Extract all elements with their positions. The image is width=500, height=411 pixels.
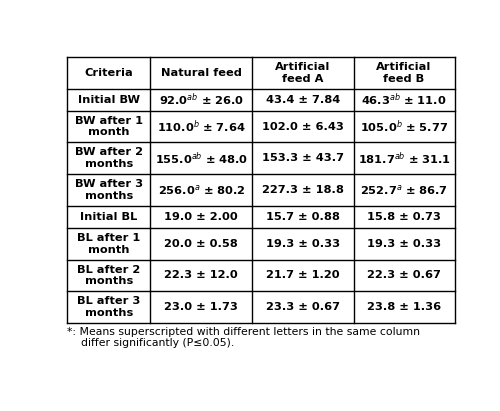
Text: 252.7$^{a}$ ± 86.7: 252.7$^{a}$ ± 86.7 (360, 183, 448, 197)
Text: 23.0 ± 1.73: 23.0 ± 1.73 (164, 302, 238, 312)
Text: Artificial
feed A: Artificial feed A (275, 62, 330, 84)
Text: BL after 2
months: BL after 2 months (77, 265, 140, 286)
Text: 23.8 ± 1.36: 23.8 ± 1.36 (367, 302, 441, 312)
Text: 46.3$^{ab}$ ± 11.0: 46.3$^{ab}$ ± 11.0 (362, 91, 446, 108)
Text: 102.0 ± 6.43: 102.0 ± 6.43 (262, 122, 344, 132)
Text: 110.0$^{b}$ ± 7.64: 110.0$^{b}$ ± 7.64 (157, 118, 246, 135)
Text: 43.4 ± 7.84: 43.4 ± 7.84 (266, 95, 340, 105)
Text: Natural feed: Natural feed (161, 68, 242, 78)
Text: 15.7 ± 0.88: 15.7 ± 0.88 (266, 212, 340, 222)
Text: 92.0$^{ab}$ ± 26.0: 92.0$^{ab}$ ± 26.0 (158, 91, 244, 108)
Text: 153.3 ± 43.7: 153.3 ± 43.7 (262, 153, 344, 163)
Text: 256.0$^{a}$ ± 80.2: 256.0$^{a}$ ± 80.2 (158, 183, 245, 197)
Text: 19.3 ± 0.33: 19.3 ± 0.33 (367, 239, 441, 249)
Text: 21.7 ± 1.20: 21.7 ± 1.20 (266, 270, 340, 280)
Text: 22.3 ± 12.0: 22.3 ± 12.0 (164, 270, 238, 280)
Text: BW after 1
month: BW after 1 month (75, 116, 143, 137)
Text: Initial BW: Initial BW (78, 95, 140, 105)
Text: Criteria: Criteria (84, 68, 133, 78)
Text: BW after 3
months: BW after 3 months (74, 179, 143, 201)
Text: 227.3 ± 18.8: 227.3 ± 18.8 (262, 185, 344, 195)
Text: 19.0 ± 2.00: 19.0 ± 2.00 (164, 212, 238, 222)
Text: BL after 3
months: BL after 3 months (77, 296, 140, 318)
Text: 19.3 ± 0.33: 19.3 ± 0.33 (266, 239, 340, 249)
Text: BW after 2
months: BW after 2 months (75, 148, 143, 169)
Text: 155.0$^{ab}$ ± 48.0: 155.0$^{ab}$ ± 48.0 (154, 150, 248, 166)
Text: 22.3 ± 0.67: 22.3 ± 0.67 (367, 270, 441, 280)
Text: BL after 1
month: BL after 1 month (77, 233, 140, 254)
Text: 181.7$^{ab}$ ± 31.1: 181.7$^{ab}$ ± 31.1 (358, 150, 450, 166)
Text: 23.3 ± 0.67: 23.3 ± 0.67 (266, 302, 340, 312)
Text: Initial BL: Initial BL (80, 212, 138, 222)
Text: 105.0$^{b}$ ± 5.77: 105.0$^{b}$ ± 5.77 (360, 118, 448, 135)
Text: 20.0 ± 0.58: 20.0 ± 0.58 (164, 239, 238, 249)
Text: 15.8 ± 0.73: 15.8 ± 0.73 (367, 212, 441, 222)
Text: Artificial
feed B: Artificial feed B (376, 62, 432, 84)
Text: *: Means superscripted with different letters in the same column
    differ sign: *: Means superscripted with different le… (67, 327, 420, 349)
